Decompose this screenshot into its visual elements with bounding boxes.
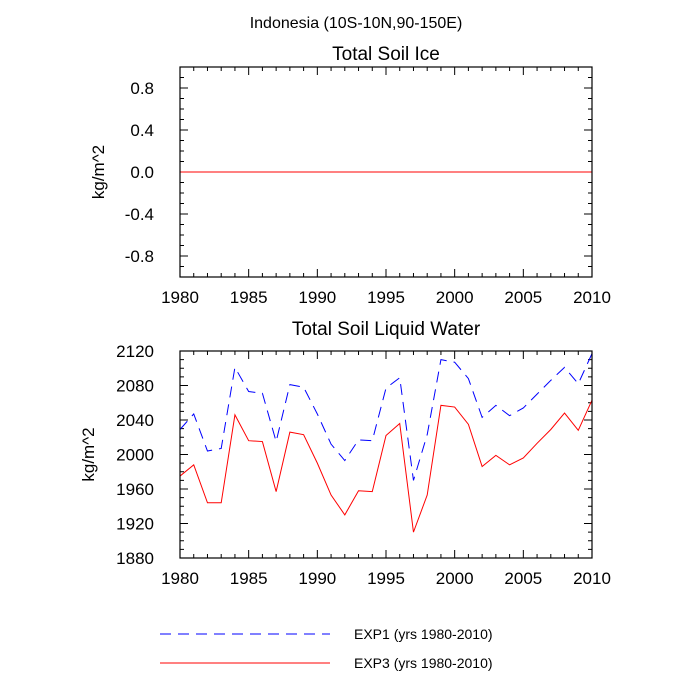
x-tick-label: 2000: [436, 569, 474, 588]
x-tick-label: 1995: [367, 569, 405, 588]
y-tick-label: -0.8: [125, 247, 154, 266]
plot-frame: [179, 66, 593, 278]
x-tick-label: 2010: [573, 288, 611, 307]
x-tick-label: 1990: [298, 569, 336, 588]
y-tick-label: 0.4: [130, 121, 154, 140]
y-tick-label: 1920: [116, 515, 154, 534]
panel-title: Total Soil Ice: [332, 44, 440, 65]
y-tick-label: 1880: [116, 549, 154, 568]
x-tick-label: 1990: [298, 288, 336, 307]
panel-title: Total Soil Liquid Water: [292, 319, 481, 340]
y-tick-label: 0.8: [130, 79, 154, 98]
x-tick-label: 1985: [230, 569, 268, 588]
x-tick-label: 1985: [230, 288, 268, 307]
panel-total-soil-ice: Total Soil Ice kg/m^2 1980 1985 1990 1995 2000…: [89, 44, 611, 307]
figure-title: Indonesia (10S-10N,90-150E): [250, 15, 463, 32]
y-tick-label: 2080: [116, 377, 154, 396]
x-tick-label: 1995: [367, 288, 405, 307]
series-line-exp3: [179, 399, 593, 533]
x-tick-label: 1980: [161, 569, 199, 588]
x-tick-label: 2005: [504, 288, 542, 307]
y-axis-label: kg/m^2: [79, 427, 98, 481]
legend-label-exp3: EXP3 (yrs 1980-2010): [354, 655, 493, 671]
y-tick-label: -0.4: [125, 205, 154, 224]
y-tick-label: 2000: [116, 446, 154, 465]
legend-label-exp1: EXP1 (yrs 1980-2010): [354, 626, 493, 642]
legend: EXP1 (yrs 1980-2010) EXP3 (yrs 1980-2010…: [160, 626, 493, 671]
plot-frame: [179, 350, 593, 559]
x-tick-label: 2000: [436, 288, 474, 307]
x-tick-label: 2005: [504, 569, 542, 588]
y-tick-label: 0.0: [130, 163, 154, 182]
y-axis-label: kg/m^2: [89, 145, 108, 199]
x-tick-label: 2010: [573, 569, 611, 588]
y-tick-label: 2040: [116, 411, 154, 430]
panel-total-soil-liquid-water: Total Soil Liquid Water kg/m^2 1980 1985 199…: [79, 319, 611, 588]
y-tick-label: 1960: [116, 480, 154, 499]
x-tick-label: 1980: [161, 288, 199, 307]
series-line-exp1: [179, 353, 593, 481]
y-tick-label: 2120: [116, 342, 154, 361]
